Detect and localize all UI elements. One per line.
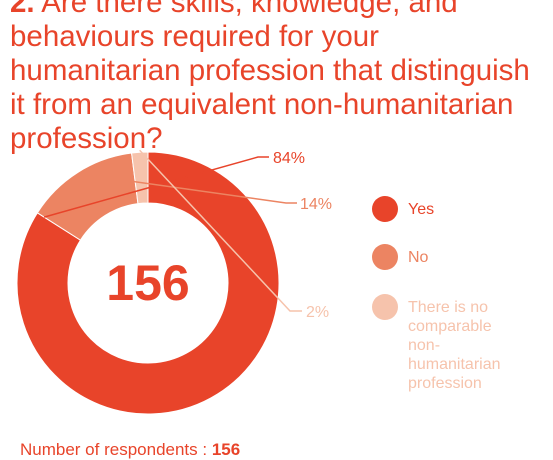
question-number: 2. bbox=[10, 0, 35, 19]
legend-label: No bbox=[408, 249, 429, 266]
respondents-note: Number of respondents : 156 bbox=[20, 440, 240, 460]
leader-line-0 bbox=[43, 156, 269, 218]
donut-slice-2 bbox=[131, 151, 149, 205]
respondents-count: 156 bbox=[211, 440, 241, 459]
legend-label: Yes bbox=[408, 201, 435, 218]
legend-swatch bbox=[372, 196, 398, 222]
legend-item-0: Yes bbox=[372, 196, 434, 222]
data-label-2: 2% bbox=[306, 304, 329, 321]
data-label-0: 84% bbox=[273, 150, 305, 167]
leader-line-2 bbox=[139, 149, 302, 312]
question-text: Are there skills, knowledge, and behavio… bbox=[10, 0, 530, 155]
leader-line-1 bbox=[79, 173, 297, 204]
legend-item-2: There is no comparable non-humanitarian pro… bbox=[372, 294, 501, 393]
legend-item-1: No bbox=[372, 244, 428, 270]
center-label: 156 bbox=[106, 255, 189, 311]
donut-slice-0 bbox=[16, 151, 280, 415]
legend-swatch bbox=[372, 244, 398, 270]
legend-swatch bbox=[372, 294, 398, 320]
respondents-label: Number of respondents : bbox=[20, 440, 212, 459]
data-label-1: 14% bbox=[300, 196, 332, 213]
chart-title: 2. Are there skills, knowledge, and beha… bbox=[10, 0, 550, 156]
legend-label: There is no comparable non-humanitarian pro… bbox=[408, 299, 501, 392]
